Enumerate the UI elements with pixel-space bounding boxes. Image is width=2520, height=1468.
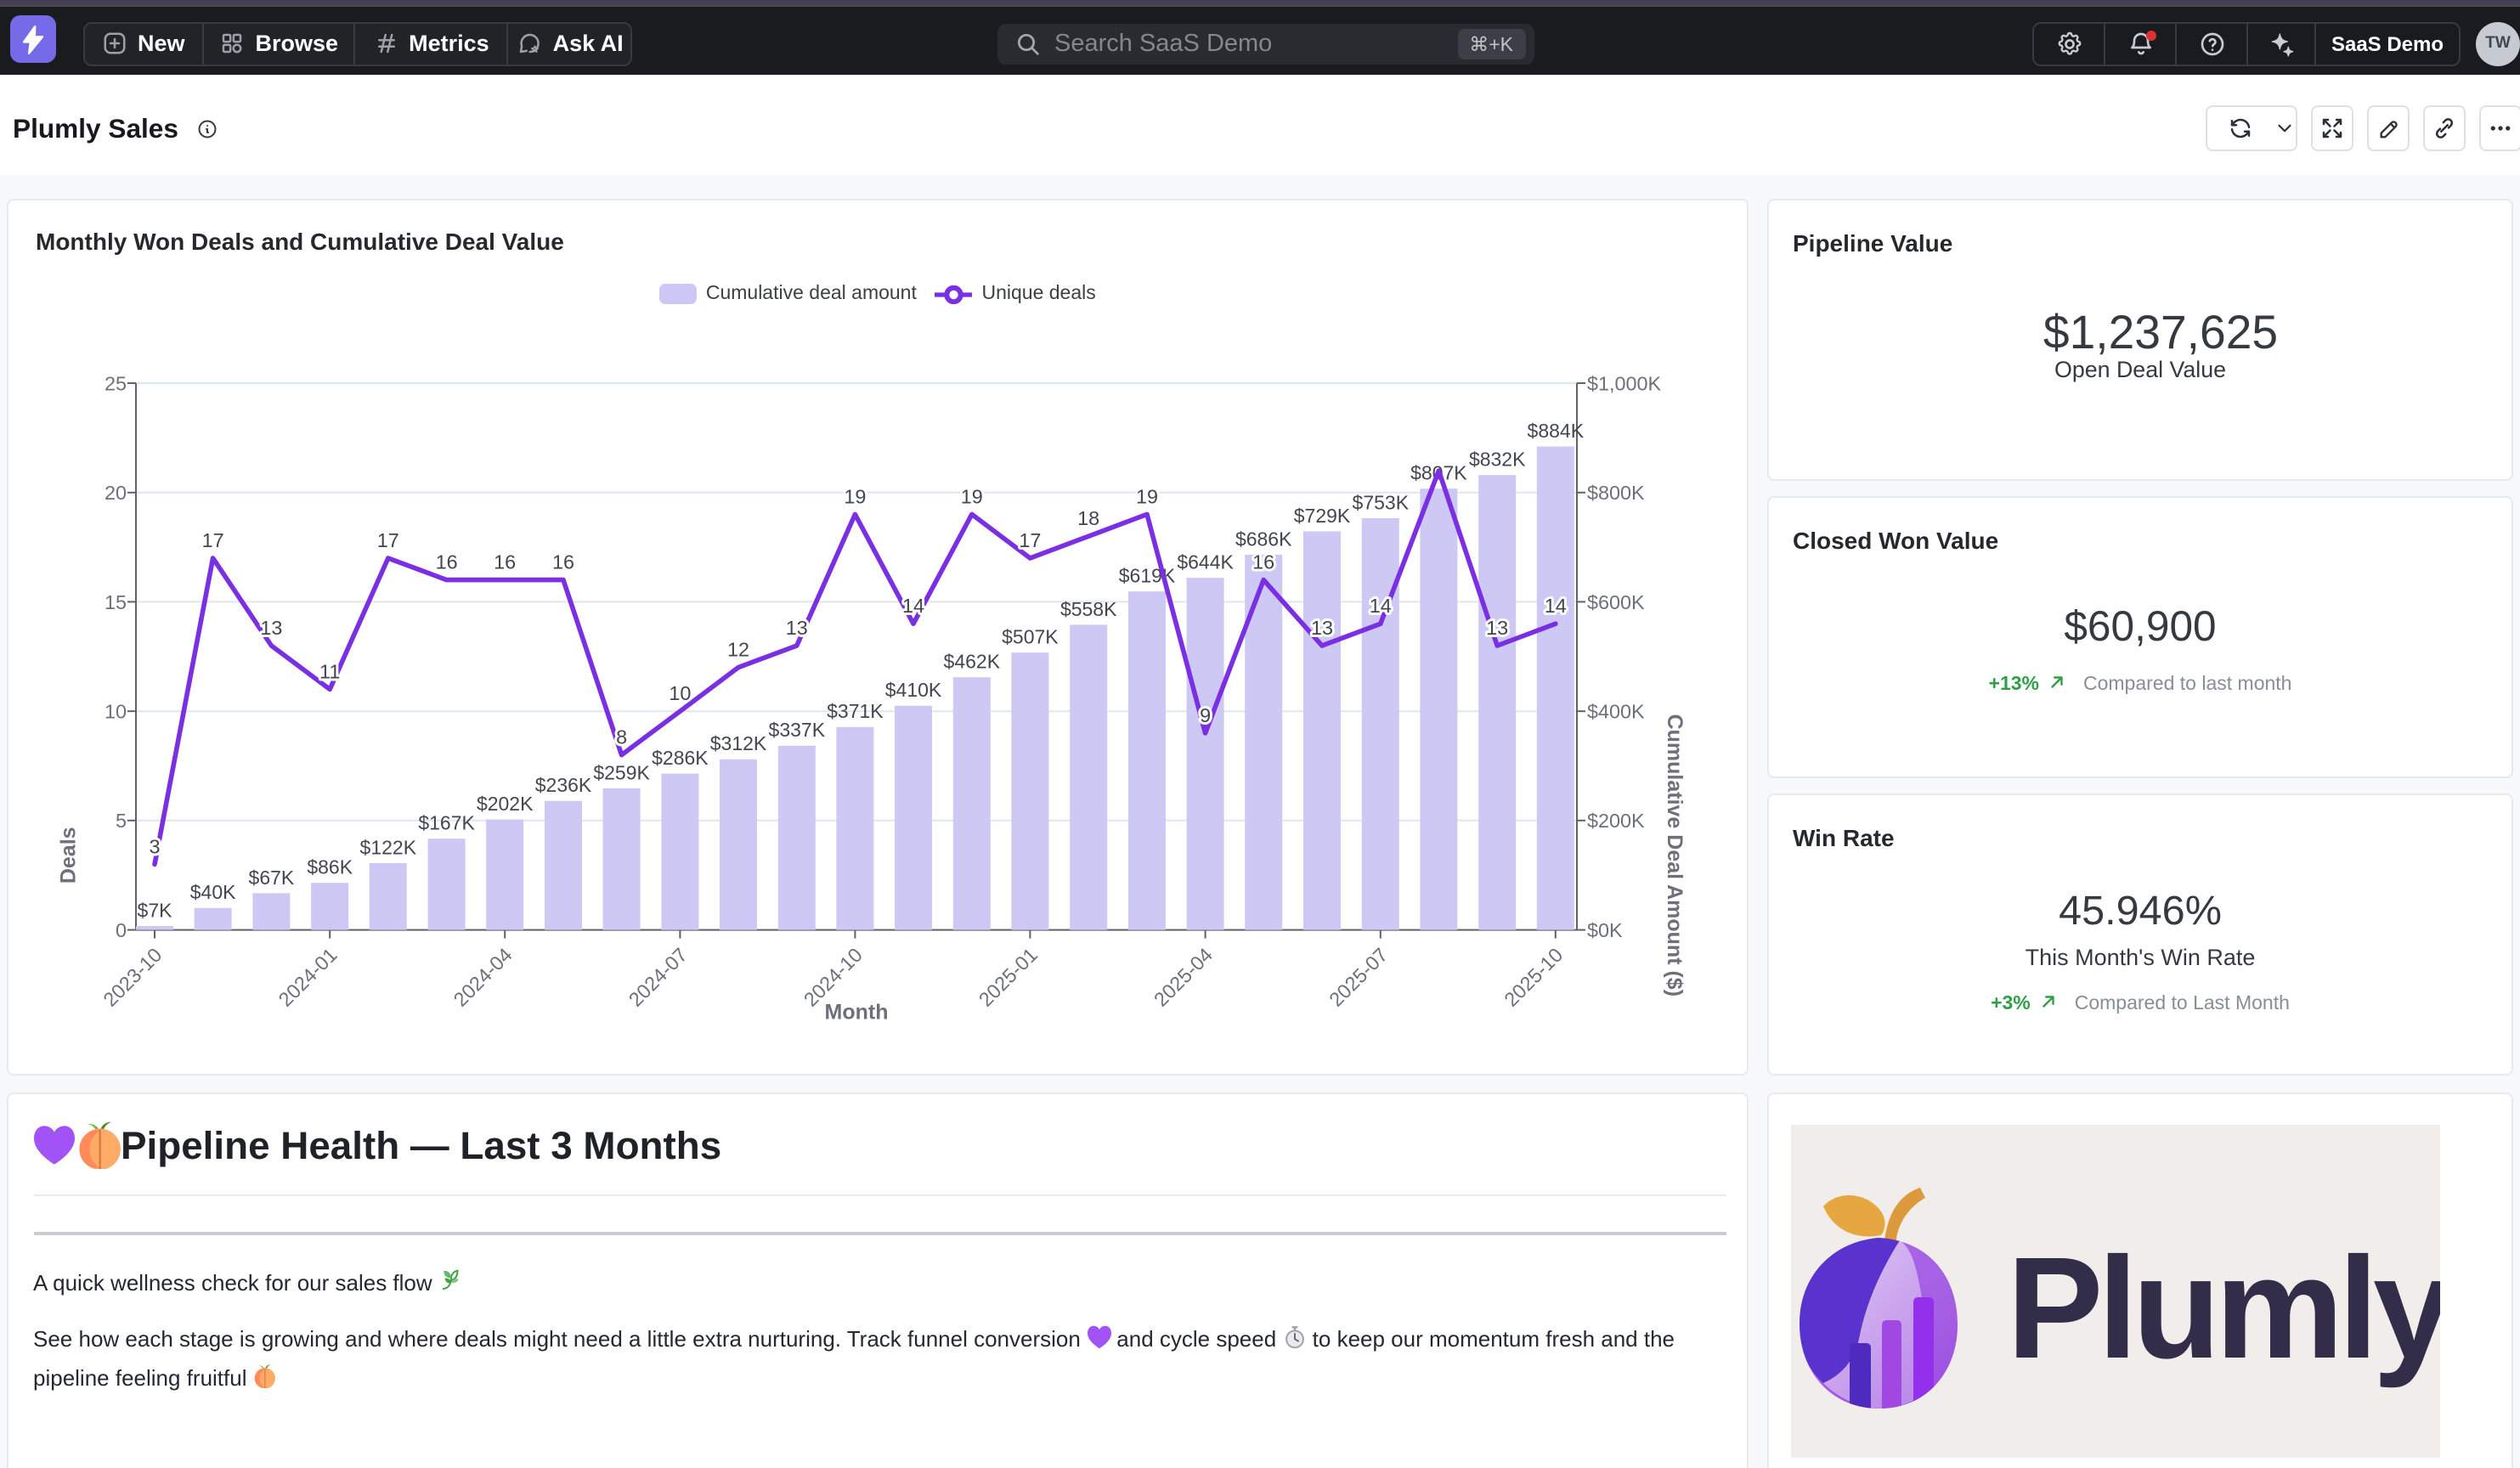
svg-text:$800K: $800K bbox=[1587, 482, 1645, 504]
svg-text:2024-04: 2024-04 bbox=[449, 944, 517, 1011]
svg-text:$337K: $337K bbox=[769, 719, 826, 741]
svg-text:10: 10 bbox=[669, 682, 691, 704]
svg-text:Month: Month bbox=[825, 1000, 889, 1024]
svg-text:2023-10: 2023-10 bbox=[99, 944, 166, 1011]
svg-text:18: 18 bbox=[1077, 507, 1099, 529]
svg-text:$371K: $371K bbox=[827, 700, 884, 722]
svg-text:$410K: $410K bbox=[885, 679, 942, 701]
svg-text:2025-04: 2025-04 bbox=[1150, 944, 1217, 1011]
svg-text:$600K: $600K bbox=[1587, 591, 1645, 613]
svg-text:19: 19 bbox=[844, 485, 866, 507]
svg-text:17: 17 bbox=[1019, 529, 1041, 551]
svg-text:25: 25 bbox=[105, 372, 127, 394]
svg-text:$236K: $236K bbox=[535, 774, 592, 796]
svg-text:$286K: $286K bbox=[652, 747, 709, 769]
svg-text:13: 13 bbox=[1311, 617, 1333, 639]
svg-text:14: 14 bbox=[1545, 595, 1567, 617]
svg-text:17: 17 bbox=[202, 529, 224, 551]
svg-text:16: 16 bbox=[552, 551, 574, 573]
svg-text:16: 16 bbox=[436, 551, 458, 573]
svg-text:$200K: $200K bbox=[1587, 810, 1645, 832]
svg-text:$884K: $884K bbox=[1528, 420, 1585, 442]
svg-text:3: 3 bbox=[149, 835, 160, 857]
svg-text:11: 11 bbox=[319, 660, 340, 682]
svg-text:16: 16 bbox=[1252, 551, 1274, 573]
svg-text:16: 16 bbox=[494, 551, 516, 573]
svg-text:2024-07: 2024-07 bbox=[624, 944, 692, 1011]
svg-text:$40K: $40K bbox=[190, 881, 236, 903]
svg-text:$644K: $644K bbox=[1177, 551, 1234, 573]
svg-text:13: 13 bbox=[260, 617, 282, 639]
svg-text:12: 12 bbox=[727, 639, 749, 661]
svg-text:9: 9 bbox=[1200, 704, 1211, 726]
svg-text:$507K: $507K bbox=[1002, 626, 1059, 648]
svg-text:19: 19 bbox=[1136, 485, 1158, 507]
svg-text:14: 14 bbox=[902, 595, 924, 617]
svg-text:$67K: $67K bbox=[249, 867, 295, 889]
svg-text:$400K: $400K bbox=[1587, 701, 1645, 723]
svg-text:Cumulative Deal Amount ($): Cumulative Deal Amount ($) bbox=[1663, 714, 1687, 997]
svg-text:20: 20 bbox=[105, 482, 127, 504]
svg-text:Plumly: Plumly bbox=[2007, 1228, 2440, 1389]
svg-text:$122K: $122K bbox=[360, 836, 417, 858]
svg-text:2024-01: 2024-01 bbox=[274, 944, 342, 1011]
svg-text:$7K: $7K bbox=[138, 899, 173, 921]
svg-text:5: 5 bbox=[116, 810, 127, 832]
svg-text:2025-10: 2025-10 bbox=[1500, 944, 1567, 1011]
svg-text:Deals: Deals bbox=[56, 827, 80, 884]
svg-text:$202K: $202K bbox=[477, 793, 534, 815]
svg-text:$753K: $753K bbox=[1353, 491, 1410, 513]
svg-text:$167K: $167K bbox=[418, 812, 475, 834]
svg-text:13: 13 bbox=[1486, 617, 1508, 639]
svg-text:19: 19 bbox=[961, 485, 983, 507]
svg-text:$312K: $312K bbox=[710, 732, 767, 754]
svg-text:$1,000K: $1,000K bbox=[1587, 372, 1662, 394]
svg-text:$86K: $86K bbox=[307, 856, 353, 878]
svg-text:$729K: $729K bbox=[1294, 505, 1351, 527]
svg-text:8: 8 bbox=[616, 726, 627, 748]
svg-text:2025-07: 2025-07 bbox=[1325, 944, 1392, 1011]
svg-text:2025-01: 2025-01 bbox=[975, 944, 1042, 1011]
svg-text:$259K: $259K bbox=[593, 761, 650, 783]
svg-text:$558K: $558K bbox=[1060, 598, 1117, 620]
svg-text:13: 13 bbox=[786, 617, 808, 639]
svg-text:0: 0 bbox=[116, 919, 127, 941]
svg-text:15: 15 bbox=[105, 591, 127, 613]
svg-text:17: 17 bbox=[377, 529, 399, 551]
svg-text:10: 10 bbox=[105, 701, 127, 723]
svg-text:$0K: $0K bbox=[1587, 919, 1623, 941]
svg-text:14: 14 bbox=[1370, 595, 1392, 617]
svg-text:$462K: $462K bbox=[944, 651, 1001, 673]
svg-text:$686K: $686K bbox=[1235, 528, 1292, 550]
svg-text:$832K: $832K bbox=[1469, 449, 1526, 471]
